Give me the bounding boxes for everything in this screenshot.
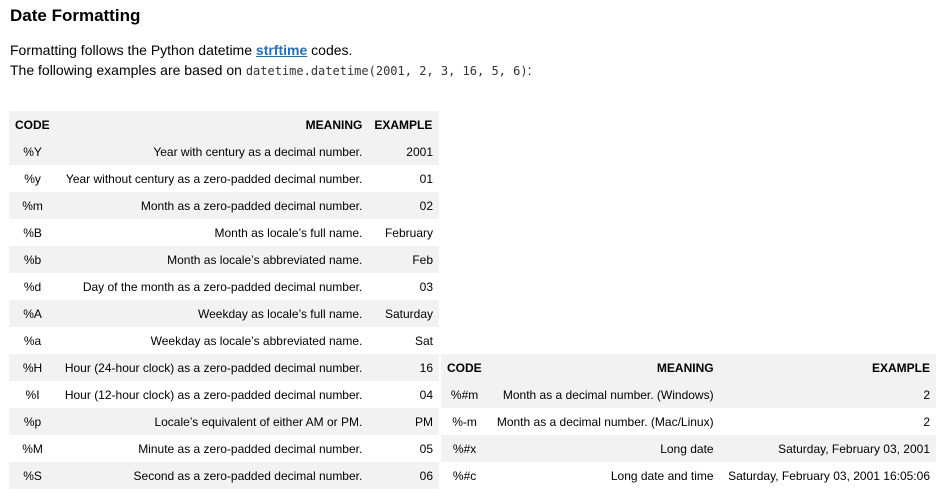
example-cell: 2 <box>719 381 936 408</box>
example-cell: 02 <box>368 192 439 219</box>
format-codes-table-body: %Y Year with century as a decimal number.… <box>9 138 439 489</box>
example-cell: Saturday, February 03, 2001 16:05:06 <box>728 468 930 483</box>
example-cell: 04 <box>419 387 433 402</box>
meaning-cell: Day of the month as a zero-padded decima… <box>82 279 363 294</box>
meaning-cell: Month as a zero-padded decimal number. <box>56 192 369 219</box>
format-codes-table: CODE MEANING EXAMPLE %Y Year with century… <box>9 111 439 489</box>
example-cell: February <box>384 225 433 240</box>
example-cell: Sat <box>414 333 433 348</box>
example-cell: 2001 <box>368 138 439 165</box>
meaning-cell: Month as locale’s full name. <box>214 225 363 240</box>
table-row: %y Year without century as a zero-padded … <box>9 165 439 192</box>
table-row: %a Weekday as locale’s abbreviated name. S… <box>9 327 439 354</box>
column-header-code: CODE <box>441 354 489 381</box>
intro-line-2: The following examples are based on date… <box>10 60 531 81</box>
code-cell: %y <box>24 171 41 186</box>
table-row: %b Month as locale’s abbreviated name. Feb <box>9 246 439 273</box>
code-cell: %p <box>9 408 57 435</box>
meaning-cell: Hour (24-hour clock) as a zero-padded de… <box>56 354 369 381</box>
page-title: Date Formatting <box>10 6 141 25</box>
table-row: %Y Year with century as a decimal number.… <box>9 138 439 165</box>
meaning-cell: Year with century as a decimal number. <box>56 138 369 165</box>
column-header-meaning: MEANING <box>56 111 369 138</box>
intro-line-2-suffix: : <box>527 62 532 78</box>
table-header-row: CODE MEANING EXAMPLE <box>9 111 439 138</box>
intro-line-2-prefix: The following examples are based on <box>10 62 246 78</box>
code-cell: %#c <box>452 468 477 483</box>
code-cell: %I <box>25 387 40 402</box>
meaning-cell: Month as a decimal number. (Windows) <box>488 381 720 408</box>
table-row: %H Hour (24-hour clock) as a zero-padded … <box>9 354 439 381</box>
meaning-cell: Second as a zero-padded decimal number. <box>56 462 369 489</box>
table-row: %#c Long date and time Saturday, February … <box>441 462 936 489</box>
intro-text: Formatting follows the Python datetime s… <box>10 40 531 81</box>
code-cell: %a <box>23 333 42 348</box>
strftime-link[interactable]: strftime <box>255 42 308 58</box>
table-row: %I Hour (12-hour clock) as a zero-padded … <box>9 381 439 408</box>
column-header-code: CODE <box>9 111 57 138</box>
code-cell: %-m <box>452 414 477 429</box>
code-cell: %m <box>9 192 57 219</box>
code-cell: %M <box>22 441 43 456</box>
table-row: %p Locale’s equivalent of either AM or PM… <box>9 408 439 435</box>
meaning-cell: Month as a decimal number. (Mac/Linux) <box>496 414 714 429</box>
example-cell: PM <box>368 408 439 435</box>
code-cell: %Y <box>9 138 57 165</box>
platform-codes-table-body: %#m Month as a decimal number. (Windows) 2… <box>441 381 936 489</box>
meaning-cell: Weekday as locale’s abbreviated name. <box>150 333 363 348</box>
table-row: %S Second as a zero-padded decimal number… <box>9 462 439 489</box>
meaning-cell: Hour (12-hour clock) as a zero-padded de… <box>64 387 363 402</box>
table-row: %m Month as a zero-padded decimal number.… <box>9 192 439 219</box>
intro-line-1-prefix: Formatting follows the Python datetime <box>10 42 256 58</box>
example-cell: Saturday <box>368 300 439 327</box>
example-cell: Saturday, February 03, 2001 <box>719 435 936 462</box>
table-row: %B Month as locale’s full name. February <box>9 219 439 246</box>
intro-line-1-suffix: codes. <box>307 42 353 58</box>
table-row: %#m Month as a decimal number. (Windows) 2 <box>441 381 936 408</box>
meaning-cell: Year without century as a zero-padded de… <box>65 171 363 186</box>
code-cell: %H <box>9 354 57 381</box>
code-cell: %#m <box>441 381 489 408</box>
example-cell: 03 <box>419 279 433 294</box>
meaning-cell: Month as locale’s abbreviated name. <box>56 246 369 273</box>
code-cell: %S <box>9 462 57 489</box>
table-row: %A Weekday as locale’s full name. Saturday <box>9 300 439 327</box>
code-cell: %b <box>9 246 57 273</box>
meaning-cell: Minute as a zero-padded decimal number. <box>138 441 363 456</box>
example-cell: 2 <box>923 414 930 429</box>
meaning-cell: Long date <box>488 435 720 462</box>
meaning-cell: Long date and time <box>610 468 714 483</box>
code-cell: %A <box>9 300 57 327</box>
table-row: %M Minute as a zero-padded decimal number… <box>9 435 439 462</box>
table-row: %#x Long date Saturday, February 03, 2001 <box>441 435 936 462</box>
example-cell: Feb <box>368 246 439 273</box>
datetime-example-code: datetime.datetime(2001, 2, 3, 16, 5, 6) <box>245 64 528 78</box>
intro-line-1: Formatting follows the Python datetime s… <box>10 40 531 60</box>
code-cell: %#x <box>441 435 489 462</box>
code-cell: %B <box>23 225 42 240</box>
example-cell: 05 <box>419 441 433 456</box>
example-cell: 06 <box>368 462 439 489</box>
example-cell: 01 <box>419 171 433 186</box>
example-cell: 16 <box>368 354 439 381</box>
code-cell: %d <box>23 279 42 294</box>
table-row: %d Day of the month as a zero-padded deci… <box>9 273 439 300</box>
column-header-meaning: MEANING <box>488 354 720 381</box>
column-header-example: EXAMPLE <box>368 111 439 138</box>
table-row: %-m Month as a decimal number. (Mac/Linux… <box>441 408 936 435</box>
meaning-cell: Weekday as locale’s full name. <box>56 300 369 327</box>
table-header-row: CODE MEANING EXAMPLE <box>441 354 936 381</box>
platform-codes-table: CODE MEANING EXAMPLE %#m Month as a decim… <box>441 354 936 489</box>
meaning-cell: Locale’s equivalent of either AM or PM. <box>56 408 369 435</box>
column-header-example: EXAMPLE <box>719 354 936 381</box>
